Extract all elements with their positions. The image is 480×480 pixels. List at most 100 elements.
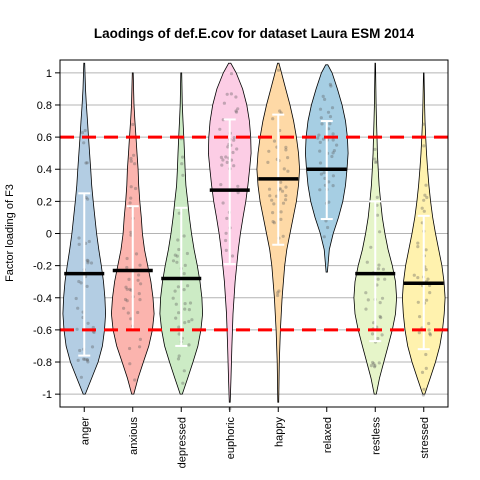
data-point bbox=[218, 127, 222, 131]
data-point bbox=[128, 346, 132, 351]
data-point bbox=[279, 180, 283, 184]
data-point bbox=[183, 263, 187, 267]
data-point bbox=[268, 194, 272, 198]
data-point bbox=[428, 291, 432, 295]
data-point bbox=[177, 325, 181, 329]
data-point bbox=[330, 154, 334, 159]
data-point bbox=[82, 141, 86, 145]
data-point bbox=[366, 298, 370, 302]
data-point bbox=[177, 354, 181, 358]
data-point bbox=[284, 145, 288, 149]
data-point bbox=[375, 195, 379, 199]
data-point bbox=[180, 162, 184, 166]
data-point bbox=[134, 186, 138, 191]
data-point bbox=[424, 268, 428, 272]
data-point bbox=[364, 307, 368, 311]
data-point bbox=[326, 225, 330, 230]
data-point bbox=[282, 167, 286, 171]
data-point bbox=[284, 198, 288, 202]
data-point bbox=[317, 133, 321, 137]
data-point bbox=[188, 301, 193, 305]
violins bbox=[62, 62, 446, 411]
data-point bbox=[277, 289, 281, 293]
data-point bbox=[420, 206, 424, 210]
data-point bbox=[335, 143, 339, 147]
data-point bbox=[173, 289, 177, 293]
data-point bbox=[231, 150, 235, 155]
data-point bbox=[187, 343, 191, 347]
data-point bbox=[127, 277, 131, 281]
data-point bbox=[229, 92, 233, 96]
data-point bbox=[270, 198, 274, 202]
data-point bbox=[83, 357, 87, 361]
data-point bbox=[177, 332, 181, 336]
data-point bbox=[416, 241, 420, 245]
data-point bbox=[286, 169, 290, 173]
x-tick-label: restless bbox=[370, 417, 382, 455]
y-tick-label: 0.4 bbox=[37, 164, 52, 176]
data-point bbox=[225, 160, 229, 164]
data-point bbox=[379, 316, 383, 320]
data-point bbox=[131, 122, 135, 127]
data-point bbox=[276, 291, 280, 295]
data-point bbox=[234, 95, 238, 99]
data-point bbox=[182, 234, 186, 238]
data-point bbox=[381, 267, 385, 271]
data-point bbox=[373, 157, 377, 161]
data-point bbox=[87, 239, 91, 244]
data-point bbox=[319, 116, 323, 120]
data-point bbox=[85, 284, 89, 288]
data-point bbox=[423, 193, 427, 197]
data-point bbox=[125, 287, 129, 291]
y-tick-label: 0.2 bbox=[37, 196, 52, 208]
data-point bbox=[284, 185, 288, 189]
data-point bbox=[321, 94, 325, 98]
data-point bbox=[424, 366, 428, 370]
data-point bbox=[267, 187, 272, 191]
data-point bbox=[372, 362, 376, 366]
data-point bbox=[424, 248, 428, 252]
data-point bbox=[232, 164, 236, 168]
data-point bbox=[427, 328, 431, 332]
data-point bbox=[280, 189, 285, 193]
data-point bbox=[86, 261, 90, 265]
data-point bbox=[326, 110, 331, 114]
data-point bbox=[79, 375, 83, 379]
data-point bbox=[85, 258, 89, 262]
data-point bbox=[133, 162, 137, 166]
data-point bbox=[235, 147, 239, 151]
data-point bbox=[219, 183, 223, 187]
data-point bbox=[267, 149, 271, 153]
data-point bbox=[331, 138, 335, 142]
data-point bbox=[224, 238, 228, 243]
chart-title: Laodings of def.E.cov for dataset Laura … bbox=[94, 26, 415, 41]
data-point bbox=[138, 263, 142, 267]
data-point bbox=[86, 321, 90, 325]
data-point bbox=[369, 364, 373, 368]
data-point bbox=[376, 336, 380, 341]
data-point bbox=[122, 306, 126, 310]
data-point bbox=[318, 107, 323, 111]
data-point bbox=[128, 362, 132, 366]
data-point bbox=[76, 358, 80, 362]
y-tick-label: -1 bbox=[42, 389, 52, 401]
data-point bbox=[373, 364, 377, 368]
data-point bbox=[420, 370, 425, 374]
data-point bbox=[422, 209, 426, 213]
data-point bbox=[173, 253, 177, 257]
data-point bbox=[428, 333, 432, 337]
data-point bbox=[331, 151, 335, 155]
data-point bbox=[125, 265, 129, 270]
data-point bbox=[176, 285, 180, 289]
data-point bbox=[272, 139, 277, 143]
data-point bbox=[323, 97, 327, 101]
x-tick-label: depressed bbox=[176, 417, 188, 468]
data-point bbox=[171, 259, 176, 263]
data-point bbox=[89, 261, 94, 265]
data-point bbox=[281, 201, 286, 205]
y-tick-label: 0 bbox=[46, 229, 52, 241]
data-point bbox=[219, 155, 223, 159]
data-point bbox=[318, 149, 322, 153]
data-point bbox=[383, 277, 387, 281]
data-point bbox=[427, 321, 431, 326]
